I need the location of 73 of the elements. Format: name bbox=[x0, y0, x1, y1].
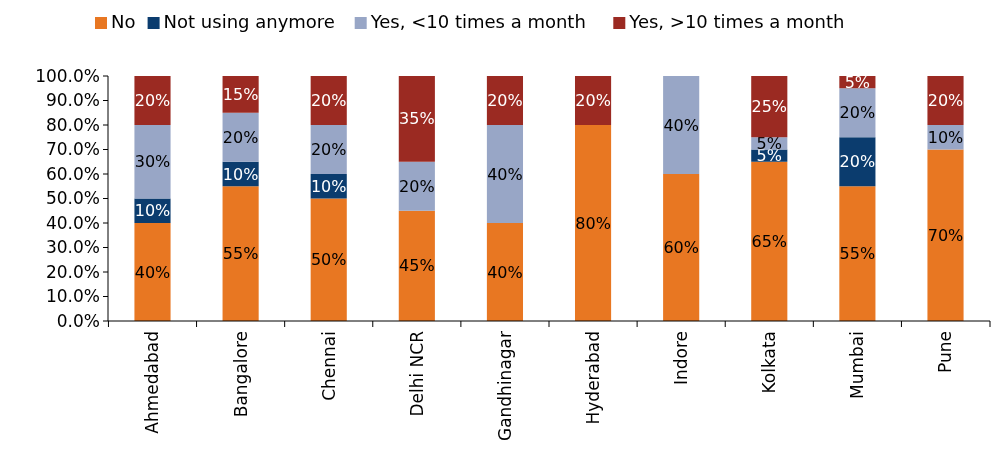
bar bbox=[398, 76, 435, 162]
bar bbox=[927, 149, 964, 321]
data-label: 20% bbox=[575, 91, 611, 111]
y-tick-label: 40.0% bbox=[45, 212, 100, 233]
data-label: 20% bbox=[222, 127, 259, 147]
data-label: 10% bbox=[134, 201, 171, 221]
data-label: 55% bbox=[839, 244, 876, 264]
legend-label: No bbox=[111, 11, 136, 32]
y-tick-label: 50.0% bbox=[45, 188, 100, 209]
data-label: 50% bbox=[310, 250, 347, 270]
data-label: 35% bbox=[399, 109, 435, 129]
y-tick-label: 20.0% bbox=[45, 261, 100, 282]
data-label: 80% bbox=[575, 213, 611, 233]
bar bbox=[222, 186, 259, 321]
x-tick-label: Bangalore bbox=[230, 331, 251, 418]
bar bbox=[663, 174, 700, 321]
x-tick-label: Chennai bbox=[318, 331, 339, 401]
data-label: 20% bbox=[399, 176, 435, 196]
bar bbox=[839, 186, 876, 321]
y-tick-label: 70.0% bbox=[45, 139, 100, 160]
x-tick-label: Pune bbox=[935, 331, 956, 373]
bar bbox=[398, 210, 435, 321]
x-tick-label: Indore bbox=[671, 331, 692, 386]
data-label: 30% bbox=[134, 152, 171, 172]
data-label: 20% bbox=[487, 91, 523, 111]
bar bbox=[751, 161, 788, 321]
y-tick-label: 80.0% bbox=[45, 114, 100, 135]
data-label: 20% bbox=[134, 91, 171, 111]
bar bbox=[486, 125, 524, 223]
data-label: 40% bbox=[487, 262, 523, 282]
data-label: 20% bbox=[310, 91, 347, 111]
data-label: 65% bbox=[751, 231, 788, 251]
x-tick-label: Mumbai bbox=[847, 331, 868, 399]
data-label: 25% bbox=[751, 97, 788, 117]
y-tick-label: 100.0% bbox=[35, 65, 100, 86]
y-tick-label: 90.0% bbox=[45, 90, 100, 111]
data-label: 55% bbox=[222, 244, 259, 264]
bar bbox=[134, 76, 171, 125]
data-label: 20% bbox=[839, 152, 876, 172]
data-label: 10% bbox=[927, 127, 964, 147]
y-tick-label: 60.0% bbox=[45, 163, 100, 184]
data-label: 45% bbox=[399, 256, 435, 276]
data-label: 10% bbox=[310, 176, 347, 196]
data-label: 60% bbox=[663, 238, 699, 258]
bar bbox=[134, 125, 171, 199]
legend-label: Not using anymore bbox=[163, 11, 335, 32]
data-label: 20% bbox=[310, 140, 347, 160]
data-label: 40% bbox=[663, 115, 699, 135]
x-tick-label: Hyderabad bbox=[583, 331, 604, 425]
data-label: 20% bbox=[927, 91, 964, 111]
x-tick-label: Delhi NCR bbox=[406, 330, 427, 417]
x-tick-label: Kolkata bbox=[759, 331, 780, 394]
bar bbox=[310, 198, 347, 321]
data-label: 40% bbox=[487, 164, 523, 184]
bar bbox=[663, 76, 700, 174]
x-tick-label: Ahmedabad bbox=[142, 331, 163, 434]
data-label: 15% bbox=[222, 84, 259, 104]
bar bbox=[751, 76, 788, 138]
data-label: 10% bbox=[222, 164, 259, 184]
y-tick-label: 30.0% bbox=[45, 237, 100, 258]
legend-label: Yes, >10 times a month bbox=[628, 11, 845, 32]
bar bbox=[927, 76, 964, 125]
y-tick-label: 10.0% bbox=[45, 286, 100, 307]
data-label: 40% bbox=[134, 262, 171, 282]
legend-label: Yes, <10 times a month bbox=[369, 11, 586, 32]
data-label: 20% bbox=[839, 103, 876, 123]
x-tick-label: Gandhinagar bbox=[494, 330, 515, 442]
y-tick-label: 0.0% bbox=[56, 310, 100, 331]
data-label: 5% bbox=[844, 72, 871, 92]
bar bbox=[486, 223, 524, 321]
bar bbox=[574, 125, 612, 321]
data-label: 70% bbox=[927, 225, 964, 245]
bar bbox=[134, 223, 171, 321]
